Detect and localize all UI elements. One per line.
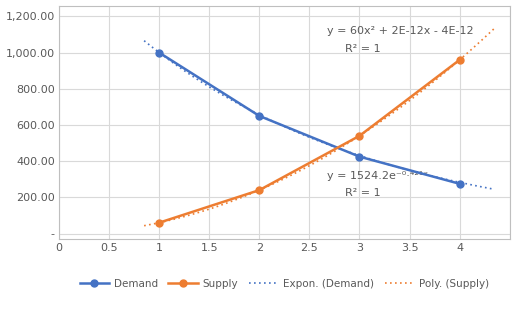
- Supply: [256, 188, 263, 192]
- Expon. (Demand): [396, 166, 402, 169]
- Poly. (Supply): [492, 26, 498, 30]
- Demand: [256, 114, 263, 118]
- Text: y = 60x² + 2E-12x - 4E-12: y = 60x² + 2E-12x - 4E-12: [327, 26, 474, 36]
- Supply: [457, 58, 463, 62]
- Expon. (Demand): [280, 124, 286, 128]
- Poly. (Supply): [255, 189, 262, 193]
- Poly. (Supply): [141, 224, 147, 228]
- Line: Poly. (Supply): Poly. (Supply): [144, 28, 495, 226]
- Expon. (Demand): [394, 165, 400, 169]
- Text: y = 1524.2e⁻⁰·⁴²¹ˣ: y = 1524.2e⁻⁰·⁴²¹ˣ: [327, 171, 429, 181]
- Expon. (Demand): [141, 39, 147, 43]
- Line: Expon. (Demand): Expon. (Demand): [144, 41, 495, 189]
- Poly. (Supply): [396, 107, 402, 111]
- Expon. (Demand): [255, 112, 262, 116]
- Poly. (Supply): [394, 108, 400, 112]
- Expon. (Demand): [492, 187, 498, 191]
- Expon. (Demand): [183, 70, 189, 74]
- Line: Supply: Supply: [156, 56, 463, 226]
- Line: Demand: Demand: [156, 49, 463, 187]
- Legend: Demand, Supply, Expon. (Demand), Poly. (Supply): Demand, Supply, Expon. (Demand), Poly. (…: [75, 274, 493, 293]
- Poly. (Supply): [280, 177, 286, 181]
- Text: R² = 1: R² = 1: [346, 188, 381, 198]
- Demand: [357, 155, 363, 159]
- Expon. (Demand): [362, 155, 368, 159]
- Poly. (Supply): [362, 130, 368, 134]
- Supply: [357, 134, 363, 138]
- Text: R² = 1: R² = 1: [346, 43, 381, 54]
- Poly. (Supply): [183, 214, 189, 218]
- Demand: [457, 182, 463, 186]
- Demand: [156, 51, 162, 55]
- Supply: [156, 221, 162, 225]
